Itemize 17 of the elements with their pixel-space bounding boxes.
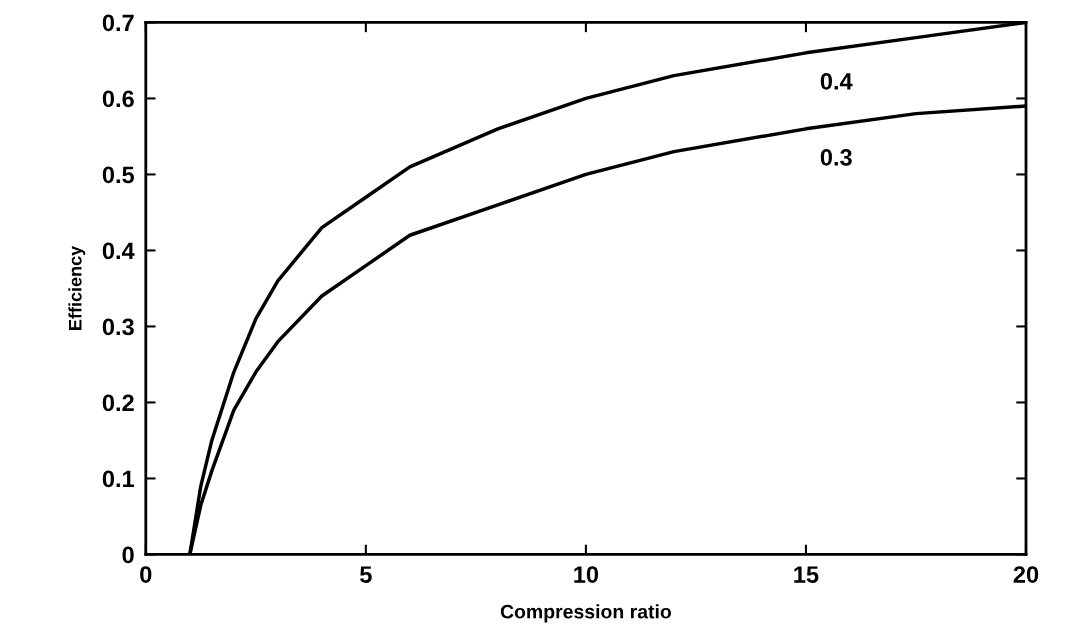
x-tick-label: 10 xyxy=(574,566,599,583)
x-tick-label: 0 xyxy=(140,566,152,583)
y-tick-label: 0.1 xyxy=(102,470,135,488)
y-axis-title: Efficiency xyxy=(68,245,86,330)
y-tick-label: 0.5 xyxy=(102,166,135,184)
x-tick-label: 15 xyxy=(794,566,819,583)
y-tick-label: 0.2 xyxy=(102,394,134,412)
series-label: 0.3 xyxy=(820,149,852,166)
y-tick-label: 0.3 xyxy=(102,318,134,336)
y-tick-label: 0 xyxy=(122,546,134,564)
x-axis-title: Compression ratio xyxy=(500,604,672,623)
y-tick-label: 0.4 xyxy=(102,242,135,260)
x-tick-label: 5 xyxy=(360,566,372,583)
x-tick-label: 20 xyxy=(1013,566,1039,583)
series-label: 0.4 xyxy=(820,73,853,90)
y-tick-label: 0.7 xyxy=(102,14,134,32)
y-tick-label: 0.6 xyxy=(102,90,134,108)
